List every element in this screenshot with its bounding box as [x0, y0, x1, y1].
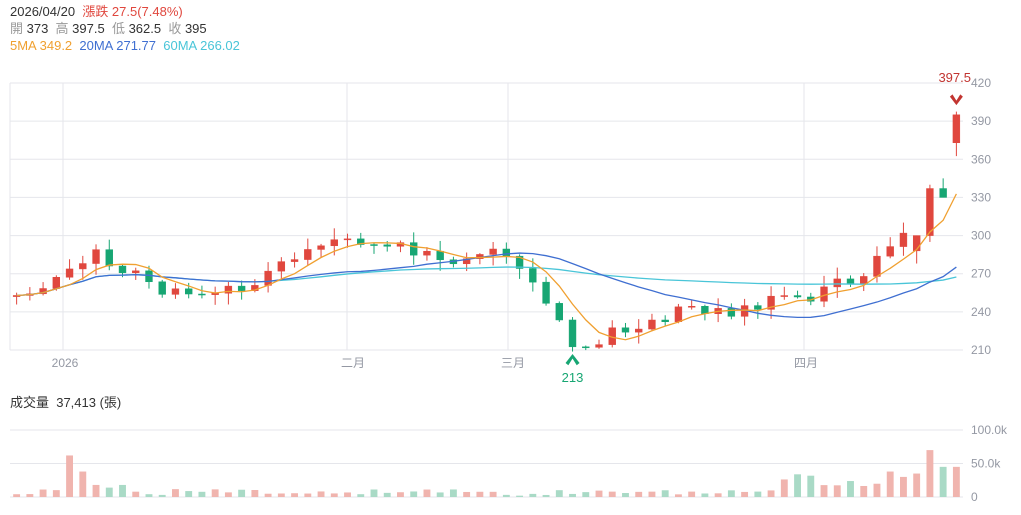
svg-text:300: 300: [971, 229, 991, 243]
svg-text:240: 240: [971, 305, 991, 319]
svg-text:二月: 二月: [341, 356, 365, 370]
svg-text:270: 270: [971, 267, 991, 281]
svg-text:213: 213: [562, 370, 584, 385]
svg-text:330: 330: [971, 190, 991, 204]
svg-text:420: 420: [971, 76, 991, 90]
svg-text:100.0k: 100.0k: [971, 423, 1008, 437]
svg-text:2026: 2026: [52, 356, 79, 370]
svg-text:三月: 三月: [501, 356, 525, 370]
svg-text:四月: 四月: [794, 356, 818, 370]
svg-text:0: 0: [971, 490, 978, 504]
svg-text:390: 390: [971, 114, 991, 128]
svg-text:397.5: 397.5: [938, 70, 971, 85]
svg-text:210: 210: [971, 343, 991, 357]
svg-text:360: 360: [971, 152, 991, 166]
svg-text:50.0k: 50.0k: [971, 457, 1001, 471]
